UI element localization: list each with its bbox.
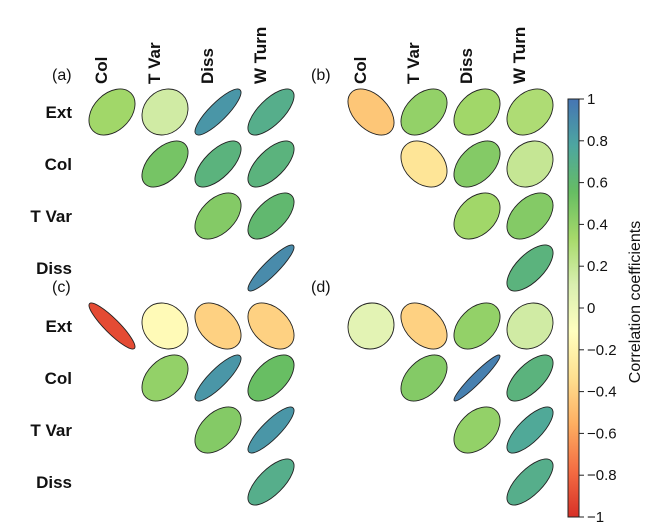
colorbar-tick-label: 0.6 — [587, 175, 608, 192]
row-label-col: Col — [45, 369, 72, 388]
column-label-diss: Diss — [457, 48, 476, 84]
ellipse-col-t-var — [141, 354, 189, 402]
row-label-t-var: T Var — [30, 421, 72, 440]
ellipse-col-t-var — [400, 140, 448, 188]
ellipse-ext-diss — [453, 88, 501, 136]
ellipse-col-diss — [194, 140, 242, 188]
colorbar-tick-label: −0.4 — [587, 384, 617, 401]
ellipse-ext-diss — [194, 302, 242, 350]
ellipse-t-var-w-turn — [247, 192, 295, 240]
ellipse-col-w-turn — [247, 140, 295, 188]
ellipse-ext-col — [347, 88, 395, 136]
row-label-diss: Diss — [36, 473, 72, 492]
column-label-t-var: T Var — [145, 42, 164, 84]
colorbar-tick-label: −0.8 — [587, 467, 617, 484]
ellipse-col-diss — [453, 140, 501, 188]
ellipse-ext-diss — [194, 88, 242, 136]
ellipse-t-var-diss — [194, 192, 242, 240]
colorbar-gradient — [567, 98, 580, 518]
column-label-diss: Diss — [198, 48, 217, 84]
colorbar-tick-label: −0.6 — [587, 425, 617, 442]
ellipse-ext-diss — [453, 302, 501, 350]
ellipse-col-t-var — [400, 354, 448, 402]
ellipse-t-var-w-turn — [247, 406, 295, 454]
panel-d: (d) — [311, 279, 554, 506]
ellipse-ext-col — [347, 302, 395, 350]
column-label-w-turn: W Turn — [510, 27, 529, 84]
ellipse-ext-t-var — [141, 88, 189, 136]
ellipse-ext-w-turn — [247, 88, 295, 136]
colorbar-tick-label: 0.2 — [587, 258, 608, 275]
row-label-t-var: T Var — [30, 207, 72, 226]
column-label-t-var: T Var — [404, 42, 423, 84]
row-label-ext: Ext — [46, 103, 73, 122]
ellipse-t-var-w-turn — [506, 192, 554, 240]
ellipse-col-w-turn — [506, 140, 554, 188]
ellipse-t-var-diss — [453, 406, 501, 454]
ellipse-ext-t-var — [141, 302, 189, 350]
ellipse-ext-col — [88, 88, 136, 136]
colorbar-tick-label: 0 — [587, 300, 595, 317]
ellipse-col-w-turn — [506, 354, 554, 402]
ellipse-col-w-turn — [247, 354, 295, 402]
ellipse-diss-w-turn — [506, 244, 554, 292]
ellipse-diss-w-turn — [506, 458, 554, 506]
colorbar-tick-label: 0.8 — [587, 133, 608, 150]
colorbar-title: Correlation coefficients — [627, 221, 644, 383]
ellipse-ext-t-var — [400, 88, 448, 136]
column-label-col: Col — [92, 57, 111, 84]
panel-label: (b) — [311, 67, 331, 84]
ellipse-col-t-var — [141, 140, 189, 188]
colorbar-tick-label: 1 — [587, 91, 595, 108]
panel-c: (c) Ext Col T Var Diss — [30, 279, 295, 506]
ellipse-diss-w-turn — [247, 458, 295, 506]
ellipse-ext-w-turn — [506, 88, 554, 136]
panel-b: (b) Col T Var Diss W Turn — [311, 27, 554, 292]
column-label-w-turn: W Turn — [251, 27, 270, 84]
ellipse-t-var-diss — [453, 192, 501, 240]
panel-label: (d) — [311, 279, 331, 296]
column-label-col: Col — [351, 57, 370, 84]
ellipse-ext-w-turn — [506, 302, 554, 350]
row-label-col: Col — [45, 155, 72, 174]
ellipse-diss-w-turn — [247, 244, 295, 292]
colorbar-tick-label: −0.2 — [587, 342, 617, 359]
ellipse-ext-w-turn — [247, 302, 295, 350]
ellipse-t-var-diss — [194, 406, 242, 454]
colorbar: Correlation coefficients 1 0.8 0.6 0.4 0.2 0 −… — [567, 91, 644, 526]
ellipse-col-diss — [194, 354, 242, 402]
panel-label: (c) — [52, 279, 71, 296]
row-label-ext: Ext — [46, 317, 73, 336]
ellipse-ext-col — [88, 302, 136, 350]
row-label-diss: Diss — [36, 259, 72, 278]
ellipse-ext-t-var — [400, 302, 448, 350]
colorbar-tick-label: −1 — [587, 509, 604, 526]
ellipse-col-diss — [453, 354, 501, 402]
panels-group: (a) Col T Var Diss W Turn Ext Col T Var Diss (b) C… — [30, 27, 554, 506]
panel-label: (a) — [52, 67, 72, 84]
ellipse-t-var-w-turn — [506, 406, 554, 454]
colorbar-tick-label: 0.4 — [587, 216, 608, 233]
panel-a: (a) Col T Var Diss W Turn Ext Col T Var Diss — [30, 27, 295, 292]
